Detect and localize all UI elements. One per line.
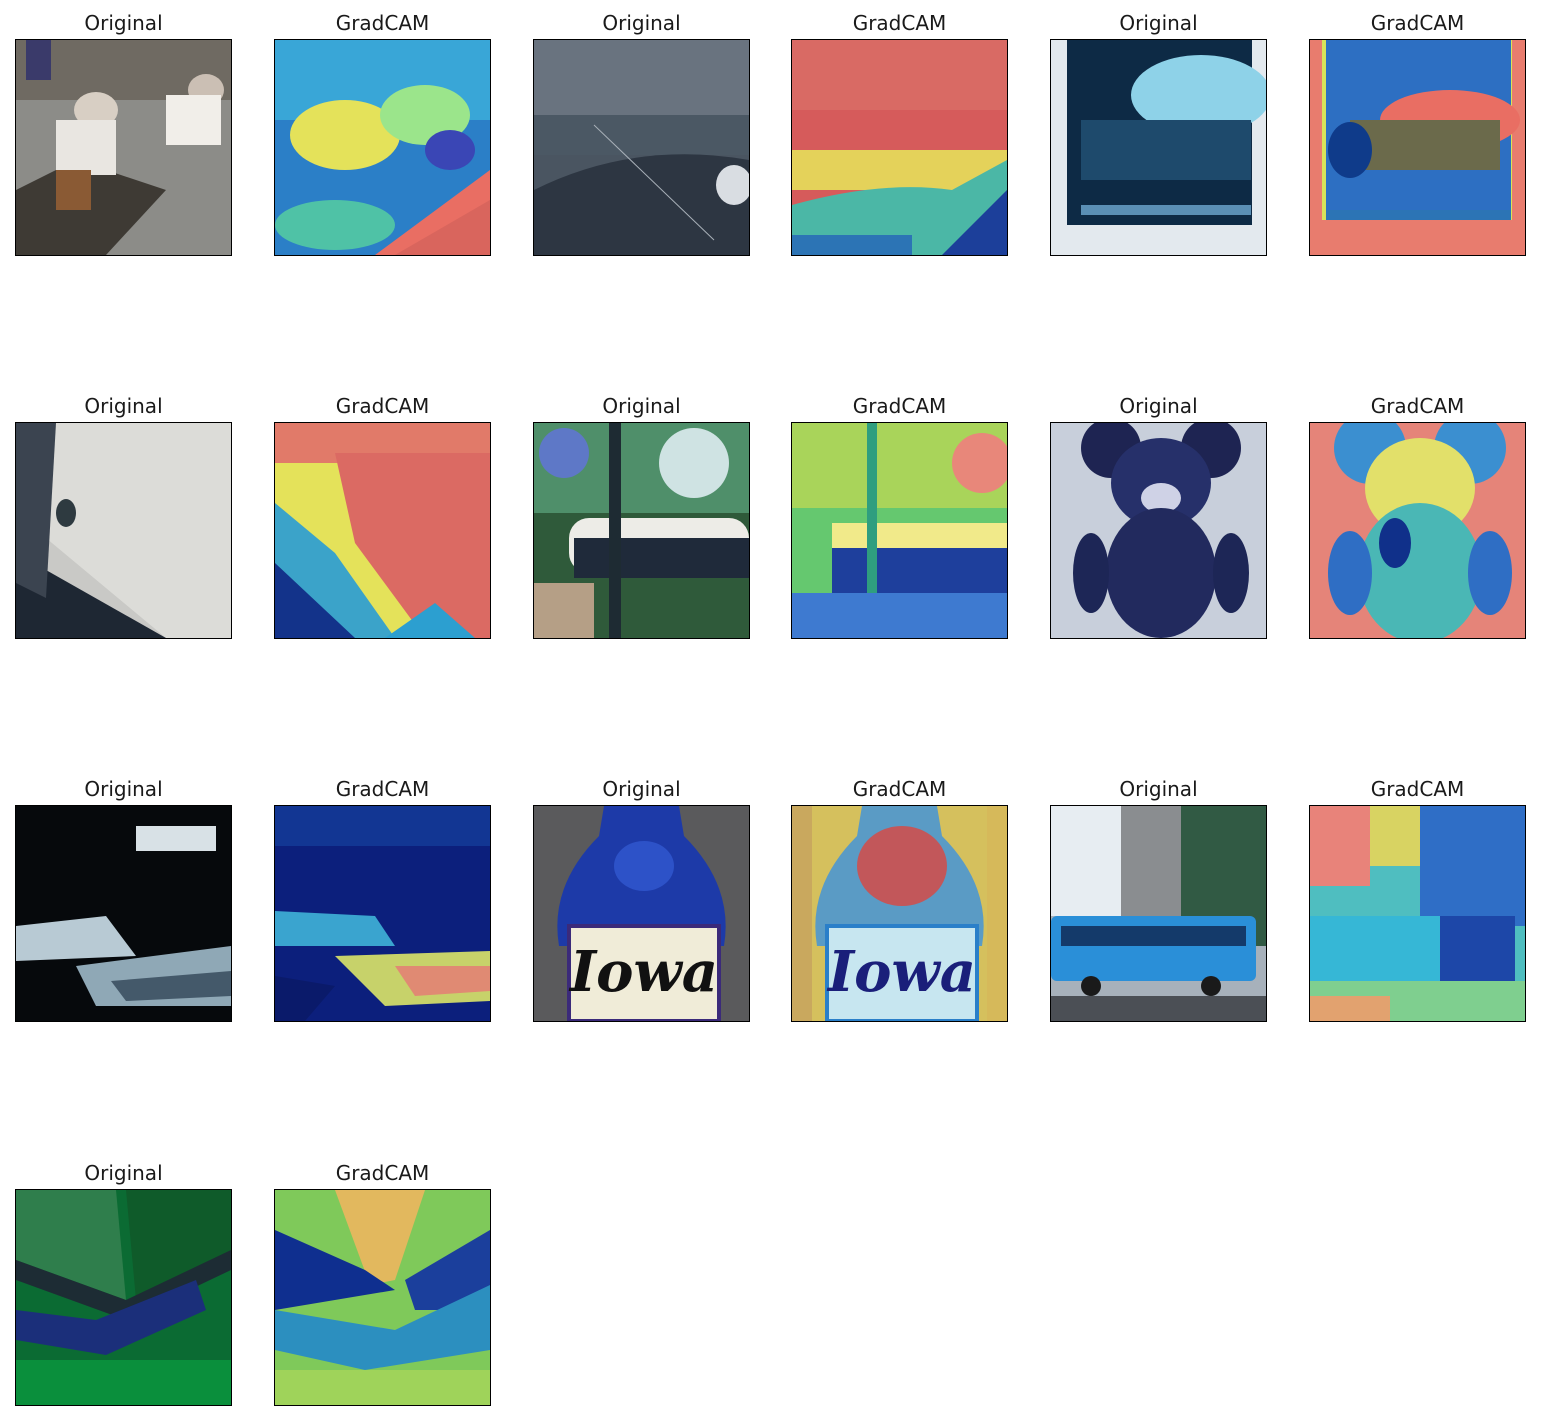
gradcam-image: Iowa — [791, 805, 1008, 1022]
panel-title: Original — [1119, 777, 1198, 801]
panel-title: Original — [602, 394, 681, 418]
panel-title: GradCAM — [1370, 11, 1465, 35]
panel-title: GradCAM — [335, 394, 430, 418]
gradcam-image — [791, 39, 1008, 256]
gradcam-image — [1309, 39, 1526, 256]
original-image — [1050, 39, 1267, 256]
panel-title: GradCAM — [852, 394, 947, 418]
original-image — [1050, 422, 1267, 639]
panel-title: GradCAM — [1370, 777, 1465, 801]
original-image: Iowa — [533, 805, 750, 1022]
panel-title: GradCAM — [335, 11, 430, 35]
original-image — [15, 1189, 232, 1406]
panel-title: Original — [602, 777, 681, 801]
gradcam-image — [274, 805, 491, 1022]
panel-title: Original — [84, 11, 163, 35]
panel-title: GradCAM — [852, 777, 947, 801]
gradcam-image — [791, 422, 1008, 639]
panel-title: GradCAM — [335, 1161, 430, 1185]
original-image — [15, 805, 232, 1022]
panel-title: GradCAM — [1370, 394, 1465, 418]
gradcam-image — [1309, 805, 1526, 1022]
panel-title: Original — [602, 11, 681, 35]
panel-title: Original — [1119, 11, 1198, 35]
panel-title: GradCAM — [335, 777, 430, 801]
svg-text:Iowa: Iowa — [568, 939, 718, 1005]
original-image — [15, 422, 232, 639]
gradcam-image — [1309, 422, 1526, 639]
panel-title: Original — [1119, 394, 1198, 418]
panel-title: Original — [84, 1161, 163, 1185]
original-image — [533, 39, 750, 256]
gradcam-image — [274, 1189, 491, 1406]
original-image — [533, 422, 750, 639]
original-image — [15, 39, 232, 256]
svg-text:Iowa: Iowa — [826, 939, 976, 1005]
gradcam-image — [274, 422, 491, 639]
panel-title: Original — [84, 394, 163, 418]
original-image — [1050, 805, 1267, 1022]
gradcam-image — [274, 39, 491, 256]
panel-title: GradCAM — [852, 11, 947, 35]
panel-title: Original — [84, 777, 163, 801]
